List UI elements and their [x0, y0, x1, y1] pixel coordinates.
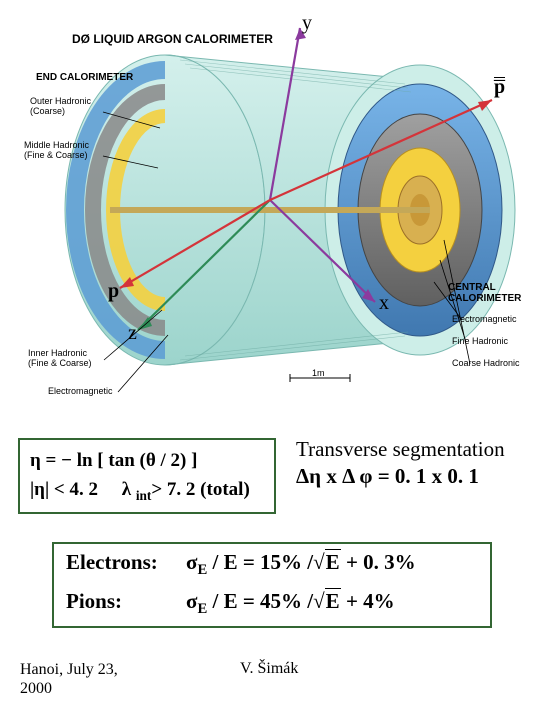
pions-row: Pions: σE / E = 45% /E + 4%: [66, 589, 478, 618]
segmentation-text: Transverse segmentation Δη x Δ φ = 0. 1 …: [296, 436, 528, 491]
eta-range-lambda: |η| < 4. 2 λ int> 7. 2 (total): [30, 475, 264, 506]
footer-date: Hanoi, July 23,2000: [20, 660, 118, 698]
em-label-right: Electromagnetic: [452, 314, 517, 324]
axis-p: p: [108, 280, 119, 303]
resolution-box: Electrons: σE / E = 15% /E + 0. 3% Pions…: [52, 542, 492, 628]
electrons-value: σE / E = 15% /E + 0. 3%: [186, 550, 478, 579]
segmentation-title: Transverse segmentation: [296, 436, 528, 463]
fine-had-label: Fine Hadronic: [452, 336, 508, 346]
end-cal-label: END CALORIMETER: [36, 72, 133, 83]
diagram-title: DØ LIQUID ARGON CALORIMETER: [72, 32, 273, 46]
coarse-had-label: Coarse Hadronic: [452, 358, 520, 368]
electrons-label: Electrons:: [66, 550, 186, 579]
electrons-row: Electrons: σE / E = 15% /E + 0. 3%: [66, 550, 478, 579]
em-label-left: Electromagnetic: [48, 386, 113, 396]
scale-label: 1m: [312, 368, 325, 378]
eta-formula-box: η = − ln [ tan (θ / 2) ] |η| < 4. 2 λ in…: [18, 438, 276, 514]
pions-value: σE / E = 45% /E + 4%: [186, 589, 478, 618]
calorimeter-diagram: DØ LIQUID ARGON CALORIMETER END CALORIME…: [0, 0, 540, 420]
middle-hadronic-label: Middle Hadronic (Fine & Coarse): [24, 140, 89, 160]
footer-author: V. Šimák: [240, 660, 298, 678]
axis-pbar-minus: _: [494, 58, 505, 84]
pions-label: Pions:: [66, 589, 186, 618]
outer-hadronic-label: Outer Hadronic (Coarse): [30, 96, 91, 116]
central-cal-label: CENTRAL CALORIMETER: [448, 282, 521, 304]
axis-x: x: [379, 292, 389, 315]
axis-y: y: [302, 12, 312, 35]
eta-definition: η = − ln [ tan (θ / 2) ]: [30, 446, 264, 475]
axis-z: z: [128, 322, 137, 345]
segmentation-expr: Δη x Δ φ = 0. 1 x 0. 1: [296, 463, 528, 490]
inner-hadronic-label: Inner Hadronic (Fine & Coarse): [28, 348, 92, 368]
